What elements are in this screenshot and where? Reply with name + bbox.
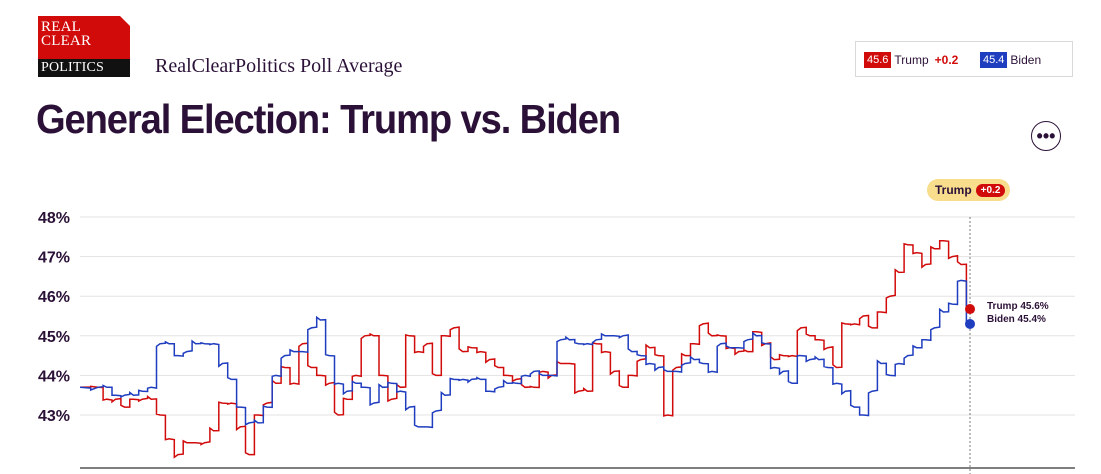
page-subtitle: RealClearPolitics Poll Average bbox=[155, 55, 403, 77]
page-title: General Election: Trump vs. Biden bbox=[36, 96, 621, 142]
rcp-logo[interactable]: REAL CLEAR POLITICS bbox=[38, 16, 130, 77]
y-tick-label: 47% bbox=[38, 250, 70, 267]
chart-end-markers: Trump 45.6% Biden 45.4% bbox=[965, 301, 1049, 329]
y-tick-label: 48% bbox=[38, 210, 70, 227]
lead-pill-change: +0.2 bbox=[975, 183, 1006, 197]
logo-black-bar bbox=[38, 59, 130, 77]
logo-line-3: POLITICS bbox=[41, 60, 105, 75]
y-axis-ticks: 43% 44% 45% 46% 47% 48% bbox=[38, 210, 70, 425]
trump-end-marker bbox=[965, 304, 975, 315]
y-tick-label: 44% bbox=[38, 368, 70, 385]
poll-chart[interactable]: 43% 44% 45% 46% 47% 48% Trump 45.6% Biden 45.4… bbox=[0, 200, 1101, 474]
legend-box: 45.6 Trump +0.2 45.4 Biden bbox=[855, 41, 1073, 77]
legend-trump-name: Trump bbox=[894, 53, 929, 67]
biden-end-marker bbox=[965, 318, 975, 329]
legend-biden-value: 45.4 bbox=[980, 52, 1008, 68]
logo-line-1: REAL bbox=[41, 19, 81, 35]
series-line-trump bbox=[79, 240, 971, 459]
more-options-button[interactable]: ••• bbox=[1031, 121, 1061, 151]
biden-end-label: Biden 45.4% bbox=[987, 314, 1046, 325]
trump-end-label: Trump 45.6% bbox=[987, 301, 1049, 312]
legend-item-biden: 45.4 Biden bbox=[980, 52, 1041, 68]
y-tick-label: 46% bbox=[38, 289, 70, 306]
lead-pill: Trump +0.2 bbox=[927, 179, 1011, 201]
legend-trump-change: +0.2 bbox=[934, 53, 959, 67]
more-options-icon: ••• bbox=[1036, 126, 1056, 146]
chart-lines bbox=[79, 240, 971, 459]
y-tick-label: 43% bbox=[38, 408, 70, 425]
logo-line-2: CLEAR bbox=[41, 33, 92, 49]
legend-item-trump: 45.6 Trump +0.2 bbox=[864, 52, 958, 68]
chart-grid bbox=[80, 216, 1075, 474]
lead-pill-name: Trump bbox=[935, 183, 972, 197]
legend-trump-value: 45.6 bbox=[864, 52, 892, 68]
legend-biden-name: Biden bbox=[1010, 53, 1042, 67]
logo-red-block bbox=[38, 16, 130, 62]
series-line-biden bbox=[79, 279, 971, 429]
y-tick-label: 45% bbox=[38, 329, 70, 346]
